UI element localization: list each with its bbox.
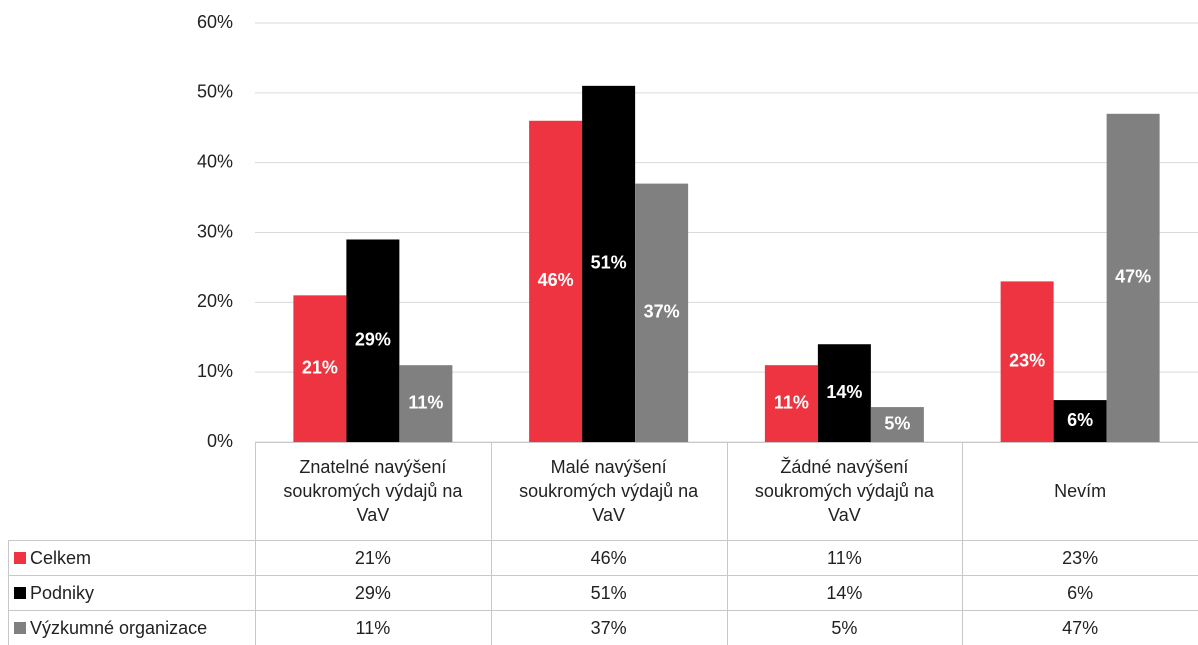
y-tick-label: 10% bbox=[197, 361, 233, 381]
bar bbox=[635, 183, 689, 442]
table-cell: 47% bbox=[1062, 617, 1099, 638]
legend-entry: Celkem bbox=[8, 540, 255, 575]
legend-text: Výzkumné organizace bbox=[30, 617, 208, 638]
data-label: 5% bbox=[884, 413, 910, 433]
bar bbox=[582, 85, 636, 442]
legend-key bbox=[14, 621, 26, 634]
bar bbox=[399, 365, 453, 442]
bar bbox=[293, 295, 347, 442]
data-label: 11% bbox=[774, 392, 809, 412]
y-tick-label: 40% bbox=[197, 151, 233, 171]
y-tick-label: 0% bbox=[207, 431, 233, 451]
table-cell: 11% bbox=[355, 617, 391, 638]
table-cell: 23% bbox=[1062, 547, 1099, 568]
bar bbox=[817, 344, 871, 442]
table-border bbox=[255, 442, 256, 645]
table-border bbox=[490, 442, 492, 645]
category-label: Znatelné navýšení soukromých výdajů na V… bbox=[283, 457, 463, 525]
table-cell: 11% bbox=[827, 547, 862, 568]
legend-entry: Výzkumné organizace bbox=[8, 610, 255, 645]
bar bbox=[346, 239, 400, 442]
legend-text: Podniky bbox=[30, 582, 95, 603]
table-cell: 29% bbox=[354, 582, 391, 603]
table-cell: 46% bbox=[590, 547, 627, 568]
category-label: Žádné navýšení soukromých výdajů na VaV bbox=[754, 457, 934, 525]
legend-entry: Podniky bbox=[8, 575, 255, 610]
bar bbox=[529, 120, 583, 443]
data-label: 29% bbox=[355, 329, 391, 349]
y-tick-label: 50% bbox=[197, 82, 233, 102]
legend-key bbox=[14, 551, 26, 564]
bar bbox=[1000, 281, 1054, 442]
table-border bbox=[726, 442, 728, 645]
category-label: Malé navýšení soukromých výdajů na VaV bbox=[519, 457, 699, 525]
y-tick-label: 60% bbox=[197, 12, 233, 32]
data-label: 11% bbox=[408, 392, 443, 412]
bar bbox=[870, 407, 924, 442]
table-border bbox=[8, 540, 1198, 541]
bar bbox=[1106, 113, 1160, 443]
table-cell: 21% bbox=[354, 547, 391, 568]
data-label: 21% bbox=[302, 357, 338, 377]
legend-text: Celkem bbox=[30, 547, 92, 568]
table-cell: 51% bbox=[590, 582, 627, 603]
data-label: 46% bbox=[538, 270, 574, 290]
data-label: 6% bbox=[1067, 410, 1093, 430]
category-label: Nevím bbox=[1054, 481, 1107, 501]
table-cell: 5% bbox=[831, 617, 858, 638]
table-cell: 37% bbox=[590, 617, 627, 638]
y-tick-label: 20% bbox=[197, 291, 233, 311]
data-label: 23% bbox=[1009, 350, 1045, 370]
data-label: 47% bbox=[1115, 267, 1151, 287]
data-label: 37% bbox=[644, 302, 680, 322]
bar bbox=[1053, 400, 1107, 442]
data-label: 51% bbox=[591, 253, 627, 273]
table-border bbox=[8, 575, 1198, 576]
data-label: 14% bbox=[826, 382, 862, 402]
y-tick-label: 30% bbox=[197, 221, 233, 241]
table-border bbox=[962, 442, 964, 645]
table-border bbox=[8, 540, 9, 645]
table-cell: 6% bbox=[1067, 582, 1094, 603]
legend-key bbox=[14, 586, 26, 599]
table-border bbox=[8, 610, 1198, 611]
bar bbox=[764, 365, 818, 442]
table-cell: 14% bbox=[826, 582, 863, 603]
